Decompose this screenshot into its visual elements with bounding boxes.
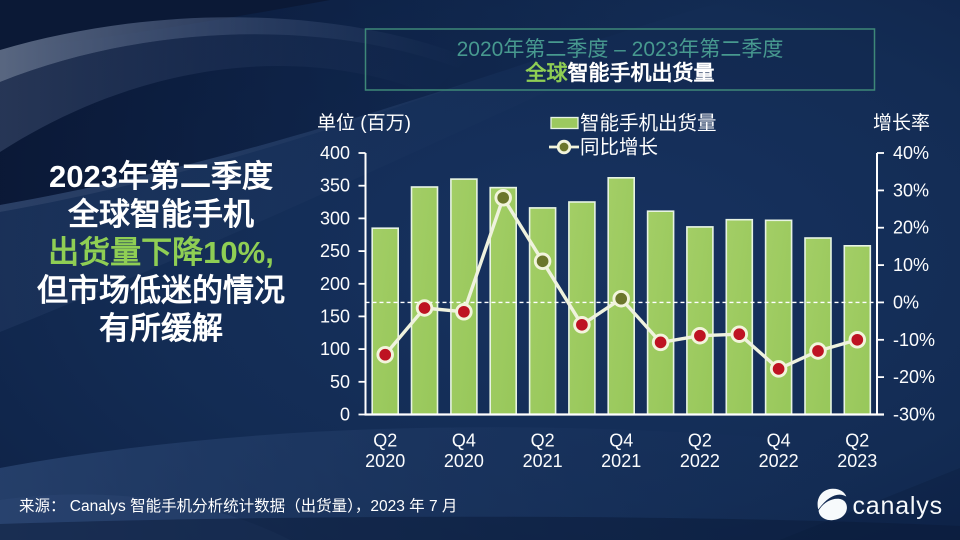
svg-text:2020年第二季度 – 2023年第二季度: 2020年第二季度 – 2023年第二季度 bbox=[457, 38, 784, 61]
svg-text:Q2: Q2 bbox=[373, 431, 397, 451]
svg-text:2021: 2021 bbox=[523, 451, 563, 471]
svg-text:2020: 2020 bbox=[365, 451, 405, 471]
svg-text:2021: 2021 bbox=[601, 451, 641, 471]
svg-text:2023年第二季度: 2023年第二季度 bbox=[49, 159, 273, 194]
svg-text:30%: 30% bbox=[893, 180, 929, 200]
svg-text:有所缓解: 有所缓解 bbox=[99, 311, 223, 346]
svg-text:智能手机出货量: 智能手机出货量 bbox=[580, 113, 717, 135]
svg-text:2022: 2022 bbox=[759, 451, 799, 471]
svg-text:300: 300 bbox=[320, 208, 350, 228]
svg-text:400: 400 bbox=[320, 143, 350, 163]
svg-text:0: 0 bbox=[340, 405, 350, 425]
svg-text:350: 350 bbox=[320, 176, 350, 196]
svg-text:150: 150 bbox=[320, 306, 350, 326]
svg-text:-20%: -20% bbox=[893, 367, 935, 387]
svg-text:10%: 10% bbox=[893, 255, 929, 275]
svg-text:出货量下降10%,: 出货量下降10%, bbox=[48, 235, 274, 270]
svg-text:Q4: Q4 bbox=[609, 431, 633, 451]
svg-text:canalys: canalys bbox=[853, 492, 943, 520]
svg-text:2020: 2020 bbox=[444, 451, 484, 471]
svg-text:Q4: Q4 bbox=[767, 431, 791, 451]
svg-text:单位 (百万): 单位 (百万) bbox=[317, 112, 411, 134]
svg-text:40%: 40% bbox=[893, 143, 929, 163]
svg-text:100: 100 bbox=[320, 339, 350, 359]
svg-text:全球智能手机出货量: 全球智能手机出货量 bbox=[525, 61, 715, 85]
svg-text:Q2: Q2 bbox=[845, 431, 869, 451]
svg-text:Q2: Q2 bbox=[531, 431, 555, 451]
svg-text:Q4: Q4 bbox=[452, 431, 476, 451]
svg-text:0%: 0% bbox=[893, 292, 919, 312]
svg-text:来源： Canalys 智能手机分析统计数据（出货量），20: 来源： Canalys 智能手机分析统计数据（出货量），2023 年 7 月 bbox=[19, 497, 457, 515]
svg-text:全球智能手机: 全球智能手机 bbox=[67, 197, 254, 232]
svg-text:Q2: Q2 bbox=[688, 431, 712, 451]
svg-text:2022: 2022 bbox=[680, 451, 720, 471]
svg-text:但市场低迷的情况: 但市场低迷的情况 bbox=[37, 273, 285, 308]
svg-text:2023: 2023 bbox=[837, 451, 877, 471]
svg-text:200: 200 bbox=[320, 274, 350, 294]
svg-text:-10%: -10% bbox=[893, 330, 935, 350]
svg-text:-30%: -30% bbox=[893, 405, 935, 425]
svg-text:增长率: 增长率 bbox=[873, 112, 930, 134]
svg-text:20%: 20% bbox=[893, 218, 929, 238]
svg-text:同比增长: 同比增长 bbox=[580, 137, 658, 159]
svg-text:50: 50 bbox=[330, 372, 350, 392]
svg-text:250: 250 bbox=[320, 241, 350, 261]
